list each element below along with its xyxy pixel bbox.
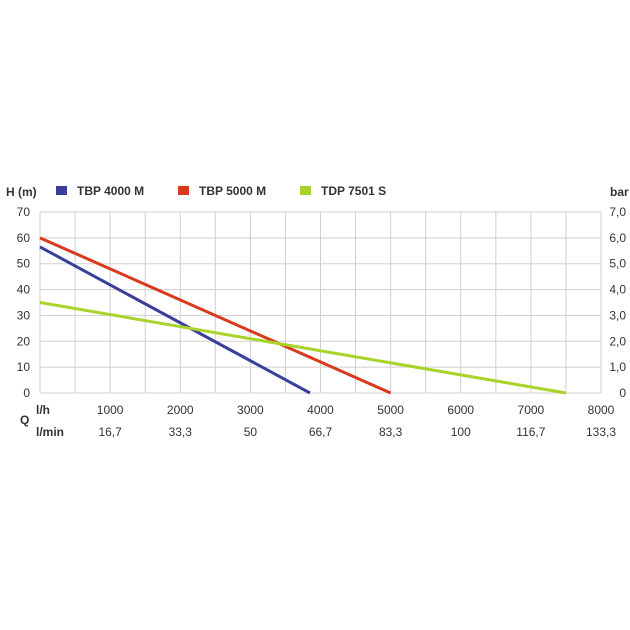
y-tick-label-left: 40 <box>17 283 31 297</box>
series-line-2 <box>39 236 392 395</box>
y-axis-title-right: bar <box>610 185 629 199</box>
grid <box>39 211 602 394</box>
x-tick-label-lh: 2000 <box>167 403 194 417</box>
y-tick-label-right: 3,0 <box>609 308 626 322</box>
legend-label-3: TDP 7501 S <box>321 184 386 198</box>
y-tick-label-left: 60 <box>17 231 31 245</box>
x-ticks-liters-per-hour: 1000 2000 3000 4000 5000 6000 7000 8000 <box>97 403 615 417</box>
y-tick-label-right: 5,0 <box>609 257 626 271</box>
series-line-3 <box>39 301 567 395</box>
legend-swatch-3 <box>300 186 311 195</box>
x-tick-label-lh: 8000 <box>588 403 615 417</box>
x-tick-label-lh: 5000 <box>377 403 404 417</box>
y-tick-label-left: 30 <box>17 308 31 322</box>
series-lines <box>39 236 567 395</box>
legend: TBP 4000 M TBP 5000 M TDP 7501 S <box>56 184 386 198</box>
x-tick-label-lh: 6000 <box>447 403 474 417</box>
x-tick-label-lmin: 83,3 <box>379 425 403 439</box>
y-tick-label-right: 6,0 <box>609 231 626 245</box>
x-tick-label-lh: 1000 <box>97 403 124 417</box>
legend-swatch-1 <box>56 186 67 195</box>
x-unit-lh: l/h <box>36 403 50 417</box>
legend-label-2: TBP 5000 M <box>199 184 266 198</box>
legend-swatch-2 <box>178 186 189 195</box>
y-tick-label-left: 20 <box>17 334 31 348</box>
y-tick-label-right: 2,0 <box>609 334 626 348</box>
x-tick-label-lmin: 100 <box>451 425 471 439</box>
x-tick-label-lh: 4000 <box>307 403 334 417</box>
x-unit-lmin: l/min <box>36 425 64 439</box>
y-tick-label-left: 10 <box>17 360 31 374</box>
y-axis-title-left: H (m) <box>6 185 37 199</box>
x-tick-label-lmin: 116,7 <box>516 425 545 439</box>
y-tick-label-left: 50 <box>17 257 31 271</box>
x-tick-label-lh: 3000 <box>237 403 264 417</box>
x-tick-label-lmin: 66,7 <box>309 425 333 439</box>
x-tick-label-lmin: 133,3 <box>586 425 616 439</box>
x-tick-label-lmin: 16,7 <box>98 425 122 439</box>
x-tick-label-lmin: 33,3 <box>169 425 193 439</box>
y-tick-label-left: 70 <box>17 205 31 219</box>
y-tick-label-left: 0 <box>23 386 30 400</box>
y-tick-label-right: 1,0 <box>609 360 626 374</box>
x-tick-label-lmin: 50 <box>244 425 258 439</box>
x-tick-label-lh: 7000 <box>518 403 545 417</box>
right-y-ticks: 0 1,0 2,0 3,0 4,0 5,0 6,0 7,0 <box>609 205 626 400</box>
legend-label-1: TBP 4000 M <box>77 184 144 198</box>
left-y-ticks: 0 10 20 30 40 50 60 70 <box>17 205 31 400</box>
x-ticks-liters-per-minute: 16,7 33,3 50 66,7 83,3 100 116,7 133,3 <box>98 425 616 439</box>
y-tick-label-right: 4,0 <box>609 283 626 297</box>
series-line-1 <box>39 245 311 395</box>
y-tick-label-right: 0 <box>619 386 626 400</box>
q-label: Q <box>20 413 29 427</box>
y-tick-label-right: 7,0 <box>609 205 626 219</box>
